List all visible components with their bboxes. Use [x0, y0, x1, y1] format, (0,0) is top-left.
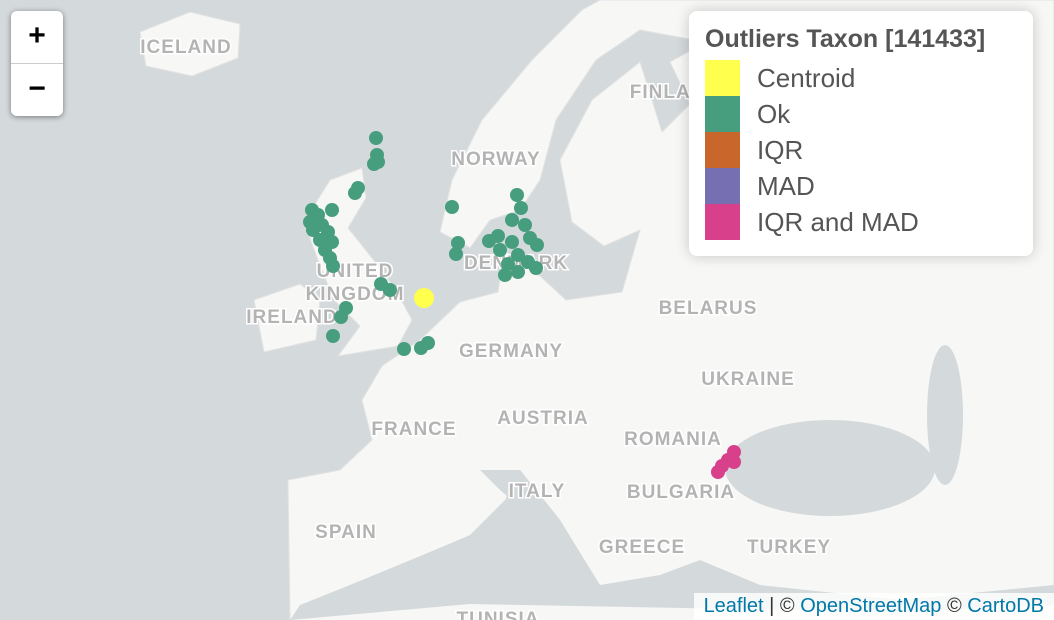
country-label: SPAIN: [315, 522, 377, 543]
country-label: UKRAINE: [701, 369, 795, 390]
country-label: BULGARIA: [627, 482, 735, 503]
legend-label: IQR and MAD: [757, 206, 919, 237]
iqr-mad-points: [711, 445, 741, 479]
legend-item: IQR: [705, 132, 1017, 168]
country-label: BELARUS: [659, 298, 758, 319]
legend-label: IQR: [757, 134, 804, 165]
country-label: FRANCE: [371, 419, 456, 440]
legend-swatch: [705, 96, 740, 132]
osm-link[interactable]: OpenStreetMap: [800, 595, 942, 617]
leaflet-link[interactable]: Leaflet: [703, 595, 764, 617]
country-label: TUNISIA: [457, 609, 540, 620]
country-label: GREECE: [599, 537, 685, 558]
country-label: ITALY: [509, 481, 566, 502]
seas: [290, 345, 1054, 620]
country-label: IRELAND: [246, 307, 337, 328]
legend-swatch: [705, 60, 740, 96]
labels: ICELAND NORWAY FINLAND UNITED KINGDOM IR…: [139, 36, 832, 620]
legend-item: Centroid: [705, 60, 1017, 96]
legend-item: Ok: [705, 96, 1017, 132]
separator: ©: [941, 595, 968, 617]
legend-swatch: [705, 132, 740, 168]
country-label: ICELAND: [140, 37, 231, 58]
legend-label: Ok: [757, 98, 791, 129]
country-label: ROMANIA: [624, 429, 722, 450]
legend-item: IQR and MAD: [705, 204, 1017, 240]
country-label: AUSTRIA: [497, 408, 588, 429]
legend-label: MAD: [757, 170, 815, 201]
centroid-point: [414, 288, 434, 308]
carto-link[interactable]: CartoDB: [967, 595, 1044, 617]
country-label: NORWAY: [451, 149, 540, 170]
legend-item: MAD: [705, 168, 1017, 204]
legend: Outliers Taxon [141433] Centroid Ok IQR MAD…: [689, 11, 1033, 256]
legend-label: Centroid: [757, 62, 856, 93]
legend-swatch: [705, 168, 740, 204]
country-label: GERMANY: [459, 341, 563, 362]
ok-points: [303, 131, 544, 356]
zoom-control: + −: [11, 11, 63, 116]
country-label: TURKEY: [747, 537, 831, 558]
legend-title: Outliers Taxon [141433]: [705, 25, 986, 53]
legend-swatch: [705, 204, 740, 240]
zoom-in-button[interactable]: +: [28, 19, 46, 52]
zoom-out-button[interactable]: −: [11, 63, 63, 116]
attribution: Leaflet | © OpenStreetMap © CartoDB: [693, 593, 1054, 620]
separator: | ©: [763, 595, 801, 617]
